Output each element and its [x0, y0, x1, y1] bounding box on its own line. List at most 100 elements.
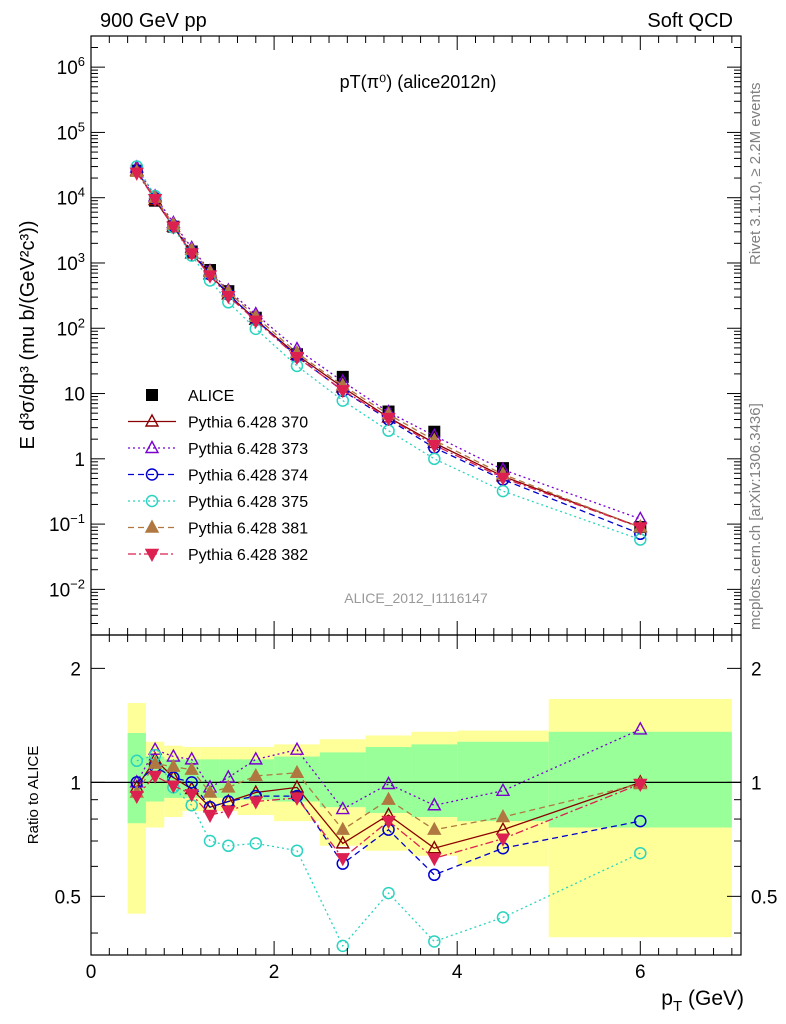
series-4	[130, 160, 647, 546]
legend-entry: Pythia 6.428 381	[128, 519, 308, 538]
ratio-point	[290, 844, 304, 857]
ratio-y-axis-title: Ratio to ALICE	[25, 746, 42, 844]
ratio-point	[427, 821, 442, 835]
ratio-point	[381, 776, 396, 790]
y-tick-label: 10−1	[49, 511, 85, 536]
data-point	[202, 270, 218, 284]
ratio-point	[495, 782, 511, 796]
ratio-point	[381, 791, 396, 805]
uncertainty-band-stat	[411, 744, 458, 818]
ratio-point	[289, 764, 305, 778]
ratio-point	[496, 911, 510, 924]
ratio-point	[248, 751, 263, 765]
ratio-point	[147, 770, 163, 784]
ratio-line	[136, 728, 641, 810]
y-tick-label: 105	[57, 119, 85, 144]
ratio-point	[249, 837, 263, 850]
legend-label: Pythia 6.428 373	[188, 441, 308, 458]
ratio-point	[335, 821, 350, 835]
plot-title: pT(π⁰) (alice2012n)	[340, 72, 497, 92]
ratio-point	[129, 790, 144, 805]
ratio-point	[427, 853, 442, 867]
uncertainty-band-stat	[319, 752, 366, 808]
data-point	[184, 248, 199, 262]
data-point	[221, 290, 236, 305]
ratio-point	[335, 801, 350, 815]
data-point	[427, 439, 442, 454]
legend-entry: Pythia 6.428 374	[128, 468, 308, 485]
y-tick-label: 104	[57, 185, 85, 210]
ratio-frame	[90, 634, 742, 956]
ratio-point	[248, 796, 263, 810]
ratio-point	[248, 767, 263, 782]
data-point	[129, 167, 144, 181]
ratio-point	[495, 833, 511, 847]
legend-entry: Pythia 6.428 370	[128, 413, 308, 432]
rivet-label: Rivet 3.1.10, ≥ 2.2M events	[747, 83, 764, 266]
ratio-point	[289, 741, 305, 755]
legend-label: Pythia 6.428 381	[188, 521, 308, 538]
y-tick-label: 103	[57, 250, 85, 275]
ratio-y-tick-label: 2	[70, 659, 81, 680]
data-point	[147, 193, 163, 208]
y-tick-label: 10	[64, 385, 85, 406]
ratio-y-tick-label: 0.5	[55, 887, 81, 908]
data-point	[166, 221, 181, 235]
ratio-point	[335, 853, 350, 867]
data-point	[289, 352, 305, 366]
ratio-point	[221, 779, 236, 793]
y-tick-label: 106	[57, 54, 85, 79]
data-point	[248, 315, 263, 329]
y-axis-title: E d³σ/dp³ (mu b/(GeV²c³))	[17, 220, 39, 449]
main-frame	[90, 35, 742, 636]
x-tick-label: 0	[86, 962, 97, 983]
data-point	[496, 484, 510, 498]
ratio-y-tick-label-right: 0.5	[751, 887, 777, 908]
header-right: Soft QCD	[647, 10, 733, 32]
legend-entry: Pythia 6.428 373	[128, 440, 308, 458]
legend-label: ALICE	[188, 388, 234, 405]
series-line	[136, 167, 641, 520]
ratio-plot: 0.5 0.5 1 1 2 2 0 2 4 6 Ratio to ALICE pT (GeV)	[25, 634, 777, 1015]
ratio-point	[203, 834, 217, 848]
ratio-point	[222, 839, 235, 853]
uncertainty-band-stat	[457, 741, 549, 822]
ratio-point	[495, 809, 511, 823]
ratio-point	[428, 868, 441, 882]
ratio-point	[221, 805, 236, 819]
ratio-point	[185, 776, 198, 789]
x-tick-label: 2	[269, 962, 280, 983]
legend-marker	[144, 440, 160, 454]
y-tick-label: 10−2	[49, 576, 85, 601]
series-6	[129, 167, 648, 536]
ratio-point	[335, 835, 350, 849]
ratio-point	[427, 797, 442, 811]
header-left: 900 GeV pp	[100, 10, 207, 32]
ratio-point	[184, 761, 199, 775]
ratio-point	[634, 846, 647, 860]
ratio-line	[136, 765, 641, 876]
ratio-point	[428, 935, 441, 948]
ratio-y-tick-label-right: 2	[751, 659, 762, 680]
legend-entry: ALICE	[146, 388, 234, 405]
ratio-point	[147, 741, 163, 755]
ratio-point	[147, 755, 163, 769]
ratio-series-5	[129, 770, 648, 867]
ratio-point	[382, 886, 395, 900]
ratio-point	[289, 792, 305, 806]
ratio-point	[633, 721, 648, 735]
ratio-point	[166, 758, 181, 772]
legend-label: Pythia 6.428 374	[188, 468, 308, 485]
ratio-point	[184, 789, 199, 803]
legend-label: Pythia 6.428 370	[188, 415, 308, 432]
ratio-point	[289, 779, 305, 793]
legend-entry: Pythia 6.428 382	[128, 547, 308, 564]
legend-entry: Pythia 6.428 375	[128, 494, 308, 511]
ratio-y-tick-label-right: 1	[751, 773, 762, 794]
legend-marker	[145, 468, 159, 481]
legend-marker	[144, 519, 160, 533]
data-point	[335, 385, 350, 399]
ratio-point	[633, 778, 648, 792]
ratio-point	[166, 780, 181, 794]
